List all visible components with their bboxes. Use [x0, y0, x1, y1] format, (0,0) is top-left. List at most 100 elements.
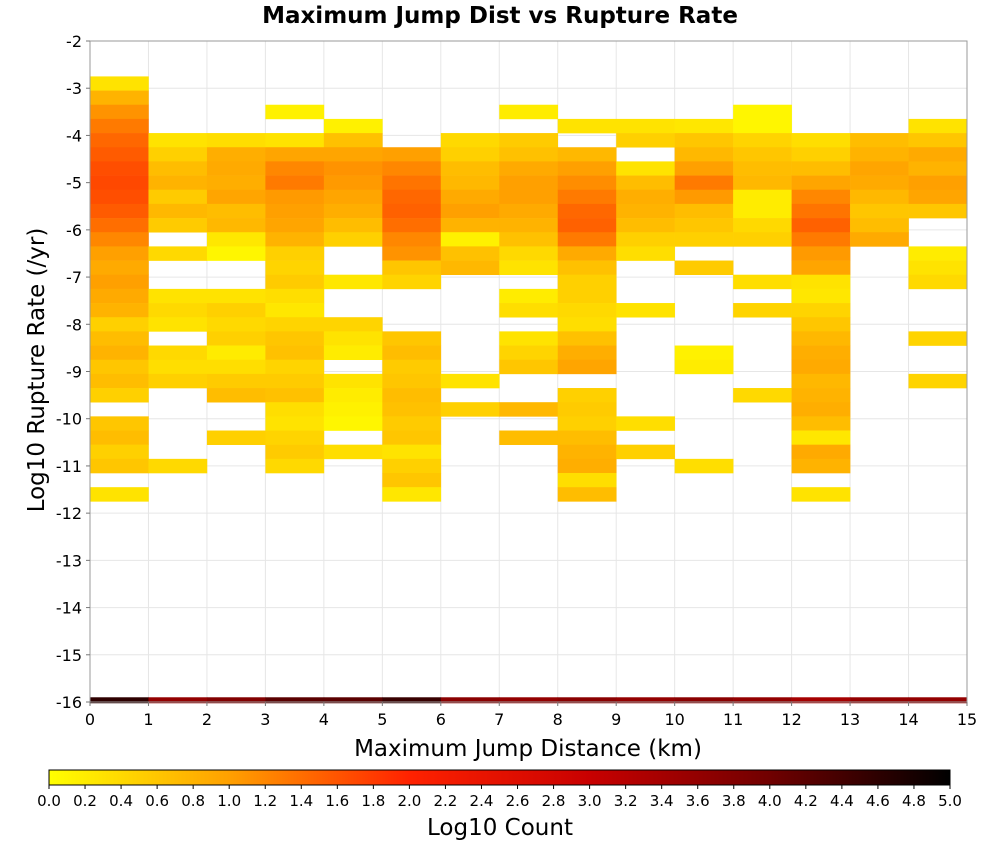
- colorbar-tick-label: 5.0: [938, 792, 962, 810]
- heatmap-cell: [499, 147, 559, 162]
- heatmap-cell: [382, 430, 442, 445]
- heatmap-cell-bottom: [440, 697, 500, 704]
- heatmap-cell: [382, 487, 442, 502]
- heatmap-cell: [265, 189, 325, 205]
- heatmap-cell: [265, 402, 325, 417]
- heatmap-cell: [382, 203, 442, 219]
- heatmap-cell: [674, 458, 734, 474]
- heatmap-cell: [850, 161, 909, 176]
- heatmap-cell: [90, 189, 149, 205]
- heatmap-cell-bottom: [382, 697, 442, 704]
- heatmap-cell: [791, 260, 851, 276]
- heatmap-cell: [323, 147, 383, 162]
- y-tick-label: -13: [56, 551, 82, 570]
- heatmap-cell: [733, 203, 792, 219]
- x-tick-label: 10: [664, 710, 684, 729]
- heatmap-cell: [90, 104, 149, 120]
- heatmap-cell: [265, 416, 325, 431]
- heatmap-cell: [382, 373, 442, 389]
- heatmap-cell: [791, 331, 851, 346]
- x-axis-label: Maximum Jump Distance (km): [354, 736, 702, 762]
- heatmap-cell: [499, 232, 559, 247]
- heatmap-cell: [791, 232, 851, 247]
- heatmap-cell: [440, 161, 500, 176]
- x-tick-label: 14: [898, 710, 918, 729]
- heatmap-cell: [616, 416, 675, 431]
- heatmap-cell: [499, 203, 559, 219]
- heatmap-cell: [90, 203, 149, 219]
- heatmap-cell: [674, 161, 734, 176]
- colorbar-tick-label: 2.4: [470, 792, 494, 810]
- heatmap-cell: [908, 161, 968, 176]
- heatmap-cell: [557, 189, 617, 205]
- heatmap-cell: [733, 147, 792, 162]
- heatmap-cell: [616, 444, 675, 460]
- heatmap-cell: [499, 218, 559, 233]
- heatmap-cell: [90, 161, 149, 176]
- heatmap-cell: [206, 246, 266, 261]
- heatmap-cell: [557, 444, 617, 460]
- heatmap-cell-bottom: [850, 697, 909, 704]
- heatmap-cell: [616, 133, 675, 148]
- heatmap-cell: [382, 359, 442, 375]
- heatmap-cell: [499, 359, 559, 375]
- heatmap-cell: [616, 175, 675, 191]
- heatmap-cell: [674, 359, 734, 375]
- heatmap-cell: [499, 246, 559, 261]
- heatmap-cell: [382, 402, 442, 417]
- heatmap-cell: [206, 133, 266, 148]
- heatmap-cell: [148, 203, 208, 219]
- heatmap-cell: [791, 303, 851, 318]
- heatmap-cell: [323, 203, 383, 219]
- y-tick-label: -12: [56, 504, 82, 523]
- y-tick-label: -11: [56, 457, 82, 476]
- heatmap-cell: [323, 118, 383, 134]
- x-tick-label: 3: [260, 710, 270, 729]
- heatmap-cell: [733, 104, 792, 120]
- heatmap-cell: [382, 246, 442, 261]
- heatmap-cell: [733, 118, 792, 134]
- heatmap-cell: [90, 331, 149, 346]
- heatmap-cell: [791, 487, 851, 502]
- colorbar-tick-label: 3.6: [686, 792, 710, 810]
- heatmap-cell: [265, 373, 325, 389]
- heatmap-cell: [674, 118, 734, 134]
- heatmap-cell: [791, 246, 851, 261]
- heatmap-cell: [557, 260, 617, 276]
- x-tick-label: 9: [611, 710, 621, 729]
- heatmap-cell: [382, 175, 442, 191]
- heatmap-cell: [265, 274, 325, 290]
- heatmap-cell: [557, 246, 617, 261]
- heatmap-cell: [557, 473, 617, 488]
- heatmap-cell: [499, 288, 559, 304]
- heatmap-cell: [674, 232, 734, 247]
- heatmap-cell: [265, 203, 325, 219]
- x-tick-label: 5: [377, 710, 387, 729]
- colorbar-tick-label: 0.8: [181, 792, 205, 810]
- heatmap-cell: [733, 161, 792, 176]
- heatmap-cell: [323, 317, 383, 332]
- heatmap-cell-bottom: [674, 697, 734, 704]
- heatmap-cell: [791, 288, 851, 304]
- heatmap-cell: [616, 218, 675, 233]
- y-tick-label: -14: [56, 599, 82, 618]
- heatmap-cell: [908, 118, 968, 134]
- heatmap-cell: [206, 317, 266, 332]
- heatmap-cell: [791, 161, 851, 176]
- y-tick-label: -3: [66, 79, 82, 98]
- heatmap-cell: [850, 147, 909, 162]
- heatmap-cell: [323, 189, 383, 205]
- heatmap-cell: [90, 274, 149, 290]
- heatmap-cell: [616, 161, 675, 176]
- heatmap-cell: [148, 345, 208, 360]
- heatmap-cell: [791, 218, 851, 233]
- heatmap-cell: [148, 175, 208, 191]
- heatmap-cell: [323, 274, 383, 290]
- x-tick-label: 2: [202, 710, 212, 729]
- heatmap-cell: [440, 402, 500, 417]
- heatmap-cell: [616, 118, 675, 134]
- heatmap-cell: [557, 416, 617, 431]
- heatmap-cell: [323, 416, 383, 431]
- colorbar-tick-label: 1.2: [253, 792, 277, 810]
